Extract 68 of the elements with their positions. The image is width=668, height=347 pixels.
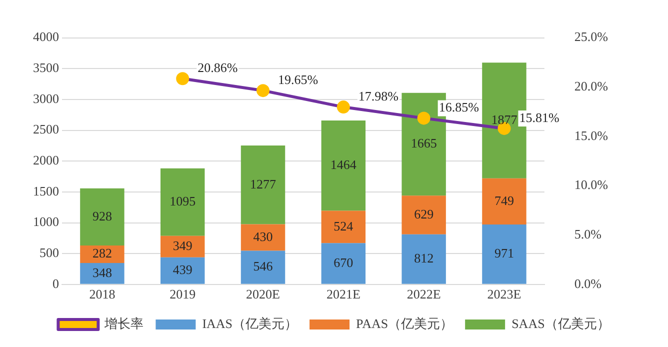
bar [321, 243, 366, 284]
data-label: 928 [92, 208, 112, 224]
data-label: 1464 [330, 157, 357, 172]
y2-tick-label: 20.0% [574, 78, 608, 94]
x-tick-label: 2020E [246, 286, 280, 302]
y-tick-label: 0 [52, 276, 59, 291]
x-tick-label: 2019 [170, 286, 196, 302]
bar [160, 168, 205, 236]
data-label: 439 [172, 262, 192, 278]
y-tick-label: 500 [40, 244, 59, 260]
data-label: 546 [253, 258, 274, 274]
data-label: 524 [334, 218, 354, 234]
bar [240, 250, 286, 284]
x-tick-label: 2023E [487, 286, 522, 302]
data-label: 17.98% [358, 88, 399, 104]
y-tick-label: 1000 [33, 214, 59, 230]
data-label: 15.81% [519, 110, 560, 125]
bar [80, 188, 124, 246]
data-label: 1877 [491, 112, 518, 127]
x-tick-label: 2021E [326, 286, 360, 302]
y-tick-label: 4000 [33, 29, 59, 44]
bar [321, 120, 366, 211]
data-label: 971 [494, 246, 514, 261]
bar [80, 246, 124, 263]
y2-tick-label: 5.0% [574, 226, 602, 242]
y-tick-label: 3000 [33, 90, 59, 106]
data-label: 1277 [250, 176, 277, 192]
data-label: 282 [92, 246, 112, 261]
data-label: 670 [334, 254, 354, 270]
legend-label: 增长率 [104, 316, 144, 331]
bar [160, 236, 205, 258]
data-label: 19.65% [278, 72, 318, 87]
y2-tick-label: 25.0% [574, 29, 608, 44]
point [256, 84, 270, 98]
point [336, 100, 350, 114]
legend-label: IAAS（亿美元） [202, 316, 298, 331]
x-tick-label: 2022E [406, 286, 441, 302]
legend-label: SAAS（亿美元） [512, 316, 610, 331]
bar [240, 224, 286, 251]
y-tick-label: 3500 [33, 60, 59, 76]
data-label: 16.85% [438, 100, 480, 115]
legend-label: PAAS（亿美元） [356, 316, 454, 331]
y2-tick-label: 10.0% [574, 177, 608, 192]
data-label: 812 [414, 250, 434, 266]
data-label: 430 [253, 228, 273, 244]
data-label: 1665 [410, 136, 437, 151]
bar [482, 178, 526, 225]
bar [402, 234, 446, 284]
y2-tick-label: 15.0% [574, 128, 608, 143]
bar [160, 257, 205, 284]
bar [80, 262, 124, 284]
data-label: 749 [494, 192, 514, 208]
x-tick-label: 2018 [89, 286, 116, 302]
data-label: 348 [92, 264, 112, 280]
bar [482, 224, 526, 284]
y2-tick-label: 0.0% [574, 276, 602, 291]
data-label: 1095 [170, 193, 196, 208]
y-tick-label: 2500 [33, 122, 59, 137]
data-label: 629 [414, 206, 434, 222]
point [417, 112, 430, 125]
data-label: 20.86% [198, 60, 238, 76]
bar [240, 146, 286, 224]
y-tick-label: 1500 [33, 183, 59, 198]
bar [321, 210, 366, 244]
data-label: 349 [172, 238, 192, 253]
bar [402, 196, 446, 234]
point [176, 72, 190, 86]
y-tick-label: 2000 [33, 152, 59, 168]
